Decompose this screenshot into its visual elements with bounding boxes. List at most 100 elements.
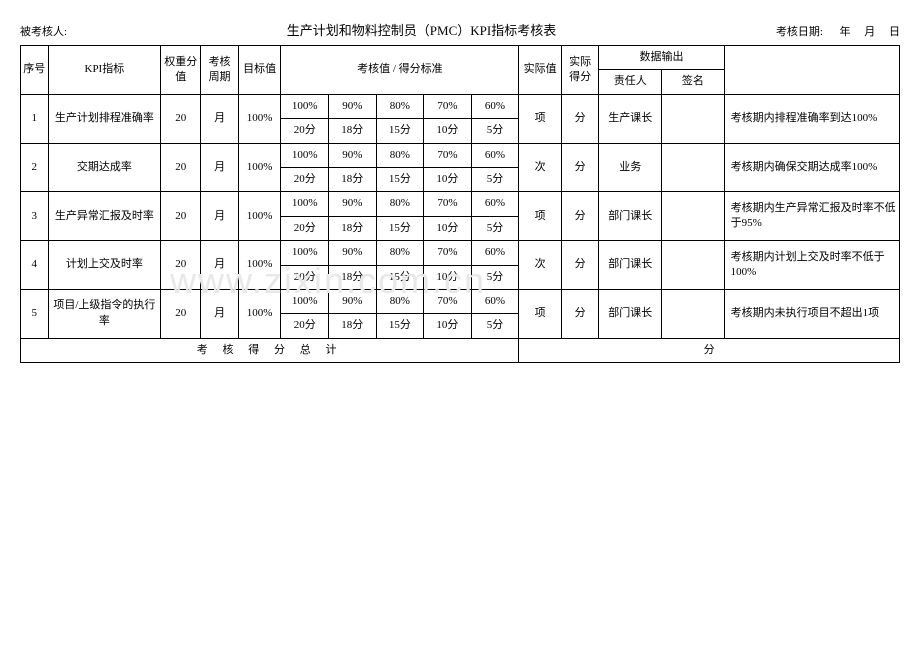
target: 100% (238, 241, 281, 290)
tier-pct: 100% (281, 289, 329, 313)
tier-pct: 80% (376, 192, 424, 216)
weight: 20 (161, 192, 201, 241)
tier-pct: 60% (471, 289, 519, 313)
kpi-name: 项目/上级指令的执行率 (48, 289, 161, 338)
tier-pct: 100% (281, 94, 329, 118)
tier-pct: 80% (376, 289, 424, 313)
remark: 考核期内排程准确率到达100% (724, 94, 899, 143)
actual-unit: 项 (519, 94, 562, 143)
tier-score: 20分 (281, 216, 329, 240)
kpi-name: 交期达成率 (48, 143, 161, 192)
seq: 1 (21, 94, 49, 143)
cycle: 月 (201, 289, 239, 338)
cycle: 月 (201, 94, 239, 143)
responsible: 部门课长 (599, 289, 662, 338)
col-standard: 考核值 / 得分标准 (281, 46, 519, 95)
total-label: 考 核 得 分 总 计 (21, 338, 519, 362)
tier-pct: 80% (376, 143, 424, 167)
page-title: 生产计划和物料控制员（PMC）KPI指标考核表 (67, 20, 776, 39)
day-label: 日 (889, 26, 900, 38)
tier-score: 18分 (328, 119, 376, 143)
signature-cell (662, 94, 725, 143)
tier-pct: 80% (376, 94, 424, 118)
tier-pct: 90% (328, 192, 376, 216)
remark: 考核期内计划上交及时率不低于100% (724, 241, 899, 290)
date-prefix: 考核日期: (776, 26, 823, 38)
tier-score: 10分 (424, 216, 472, 240)
tier-score: 15分 (376, 265, 424, 289)
table-row: 3 生产异常汇报及时率 20 月 100% 100% 90% 80% 70% 6… (21, 192, 900, 216)
table-row: 1 生产计划排程准确率 20 月 100% 100% 90% 80% 70% 6… (21, 94, 900, 118)
col-actual-score: 实际得分 (561, 46, 599, 95)
examinee-label: 被考核人: (20, 23, 67, 39)
responsible: 生产课长 (599, 94, 662, 143)
year-label: 年 (840, 26, 851, 38)
tier-pct: 90% (328, 289, 376, 313)
tier-pct: 100% (281, 192, 329, 216)
tier-pct: 100% (281, 241, 329, 265)
remark: 考核期内确保交期达成率100% (724, 143, 899, 192)
signature-cell (662, 289, 725, 338)
cycle: 月 (201, 143, 239, 192)
tier-score: 10分 (424, 167, 472, 191)
tier-score: 20分 (281, 167, 329, 191)
weight: 20 (161, 143, 201, 192)
tier-score: 15分 (376, 314, 424, 338)
remark: 考核期内生产异常汇报及时率不低于95% (724, 192, 899, 241)
tier-score: 20分 (281, 314, 329, 338)
target: 100% (238, 192, 281, 241)
col-weight: 权重分值 (161, 46, 201, 95)
tier-score: 18分 (328, 265, 376, 289)
tier-score: 20分 (281, 119, 329, 143)
target: 100% (238, 143, 281, 192)
tier-score: 5分 (471, 265, 519, 289)
month-label: 月 (864, 26, 875, 38)
header-row-1: 序号 KPI指标 权重分值 考核周期 目标值 考核值 / 得分标准 实际值 实际… (21, 46, 900, 70)
tier-score: 18分 (328, 216, 376, 240)
score-unit: 分 (561, 143, 599, 192)
kpi-name: 生产异常汇报及时率 (48, 192, 161, 241)
tier-score: 18分 (328, 314, 376, 338)
col-signature: 签名 (662, 70, 725, 94)
tier-pct: 60% (471, 94, 519, 118)
actual-unit: 项 (519, 289, 562, 338)
responsible: 部门课长 (599, 192, 662, 241)
col-kpi: KPI指标 (48, 46, 161, 95)
col-actual-value: 实际值 (519, 46, 562, 95)
score-unit: 分 (561, 289, 599, 338)
target: 100% (238, 94, 281, 143)
tier-score: 5分 (471, 119, 519, 143)
tier-score: 10分 (424, 265, 472, 289)
tier-pct: 90% (328, 143, 376, 167)
weight: 20 (161, 94, 201, 143)
tier-pct: 90% (328, 94, 376, 118)
tier-pct: 90% (328, 241, 376, 265)
tier-pct: 70% (424, 192, 472, 216)
header-row: 被考核人: 生产计划和物料控制员（PMC）KPI指标考核表 考核日期: 年 月 … (20, 20, 900, 39)
tier-pct: 70% (424, 289, 472, 313)
kpi-name: 生产计划排程准确率 (48, 94, 161, 143)
score-unit: 分 (561, 94, 599, 143)
tier-pct: 70% (424, 94, 472, 118)
score-unit: 分 (561, 241, 599, 290)
tier-pct: 70% (424, 143, 472, 167)
col-target: 目标值 (238, 46, 281, 95)
total-unit: 分 (519, 338, 900, 362)
cycle: 月 (201, 241, 239, 290)
tier-score: 15分 (376, 167, 424, 191)
kpi-name: 计划上交及时率 (48, 241, 161, 290)
col-data-output: 数据输出 (599, 46, 724, 70)
kpi-table: 序号 KPI指标 权重分值 考核周期 目标值 考核值 / 得分标准 实际值 实际… (20, 45, 900, 363)
target: 100% (238, 289, 281, 338)
cycle: 月 (201, 192, 239, 241)
col-seq: 序号 (21, 46, 49, 95)
tier-pct: 60% (471, 192, 519, 216)
col-cycle: 考核周期 (201, 46, 239, 95)
tier-score: 15分 (376, 216, 424, 240)
seq: 5 (21, 289, 49, 338)
tier-pct: 60% (471, 143, 519, 167)
table-row: 4 计划上交及时率 20 月 100% 100% 90% 80% 70% 60%… (21, 241, 900, 265)
table-row: 5 项目/上级指令的执行率 20 月 100% 100% 90% 80% 70%… (21, 289, 900, 313)
tier-pct: 60% (471, 241, 519, 265)
remark: 考核期内未执行项目不超出1项 (724, 289, 899, 338)
